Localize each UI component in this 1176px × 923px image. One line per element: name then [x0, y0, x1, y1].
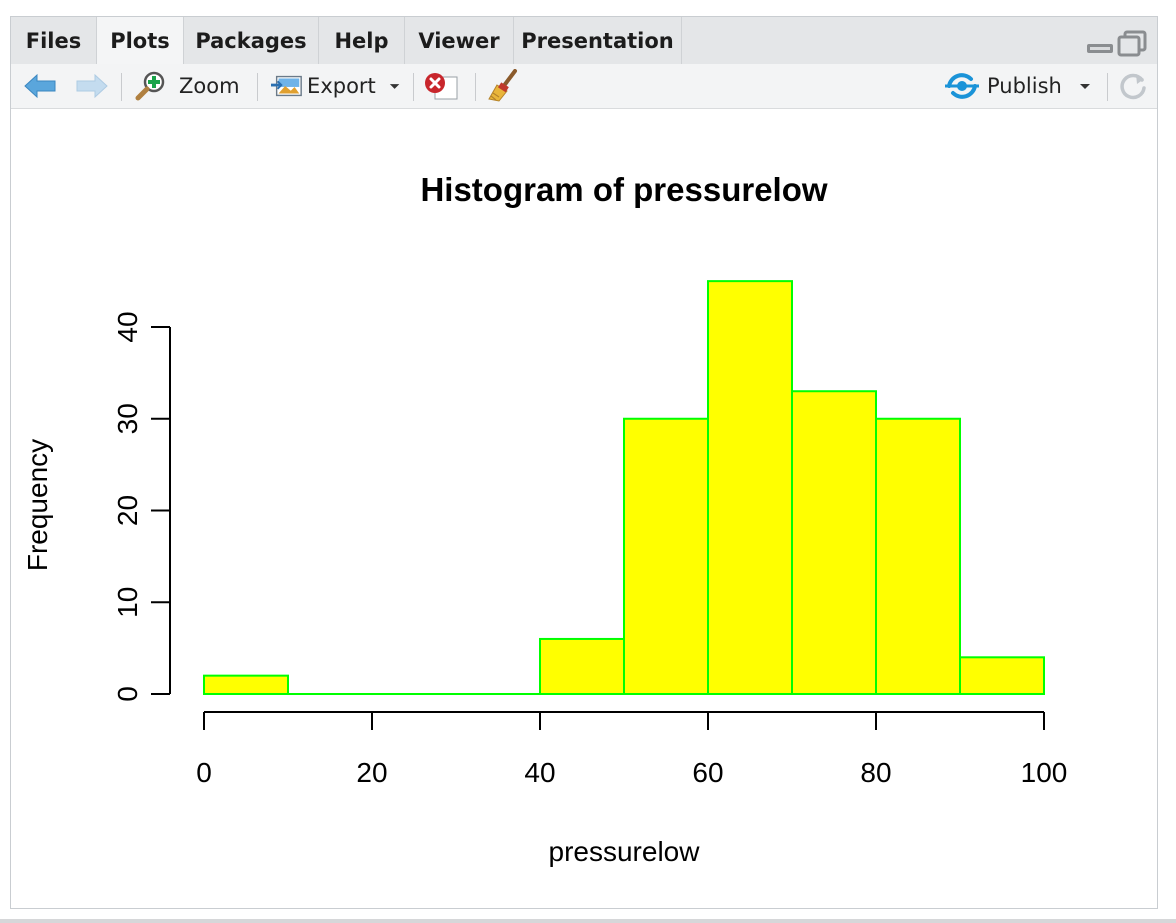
- forward-button[interactable]: [75, 64, 113, 108]
- chevron-down-icon: [1079, 84, 1090, 89]
- y-tick-label: 30: [112, 403, 143, 434]
- histogram-bar: [959, 656, 1045, 695]
- toolbar-separator: [413, 73, 414, 101]
- x-tick-label: 80: [860, 757, 891, 788]
- tab-packages[interactable]: Packages: [184, 17, 319, 64]
- publish-icon: [945, 73, 979, 99]
- toolbar-separator: [475, 73, 476, 101]
- publish-menu-button[interactable]: Publish: [945, 64, 1105, 108]
- x-tick-label: 60: [692, 757, 723, 788]
- y-tick-label: 20: [112, 495, 143, 526]
- y-tick-label: 0: [112, 686, 143, 702]
- toolbar-separator: [257, 73, 258, 101]
- zoom-icon: [135, 71, 165, 101]
- maximize-pane-icon[interactable]: [1117, 30, 1147, 57]
- histogram-bar: [623, 417, 709, 695]
- clear-all-plots-button[interactable]: [485, 64, 525, 108]
- clear-all-icon: [488, 69, 517, 102]
- bars: [203, 280, 1045, 696]
- forward-arrow-icon: [76, 73, 108, 99]
- x-tick-label: 100: [1021, 757, 1068, 788]
- x-tick-label: 0: [196, 757, 212, 788]
- chart-title: Histogram of pressurelow: [420, 171, 827, 208]
- window-controls: [1081, 29, 1151, 59]
- export-label: Export: [307, 74, 376, 98]
- remove-plot-icon: [425, 73, 458, 100]
- x-tick-label: 20: [356, 757, 387, 788]
- x-tick-label: 40: [524, 757, 555, 788]
- minimize-pane-icon[interactable]: [1087, 44, 1113, 53]
- tab-presentation[interactable]: Presentation: [514, 17, 682, 64]
- histogram-plot: Histogram of pressurelow pressurelow Fre…: [22, 171, 1068, 867]
- back-arrow-icon: [24, 73, 56, 99]
- y-axis: 0 10 20 30 40: [112, 311, 171, 702]
- histogram-bar: [791, 390, 877, 695]
- refresh-icon: [1120, 73, 1146, 100]
- y-axis-label: Frequency: [22, 439, 53, 571]
- plots-pane: Files Plots Packages Help Viewer Present…: [10, 16, 1158, 909]
- tab-files[interactable]: Files: [11, 17, 97, 64]
- y-tick-label: 10: [112, 587, 143, 618]
- refresh-button[interactable]: [1117, 64, 1151, 108]
- zoom-label: Zoom: [179, 74, 240, 98]
- export-menu-button[interactable]: Export: [271, 64, 401, 108]
- export-icon: [271, 75, 302, 97]
- tab-label: Presentation: [521, 28, 674, 53]
- chevron-down-icon: [389, 84, 400, 89]
- tab-label: Help: [334, 28, 389, 53]
- tab-viewer[interactable]: Viewer: [405, 17, 514, 64]
- tab-label: Files: [25, 28, 82, 53]
- back-button[interactable]: [23, 64, 61, 108]
- tab-bar: Files Plots Packages Help Viewer Present…: [11, 17, 1157, 65]
- y-tick-label: 40: [112, 311, 143, 342]
- histogram-bar: [875, 417, 961, 695]
- remove-plot-button[interactable]: [423, 64, 463, 108]
- histogram-bar: [707, 280, 793, 695]
- window-bottom-edge: [0, 919, 1176, 923]
- tab-label: Plots: [110, 29, 170, 53]
- publish-label: Publish: [987, 74, 1062, 98]
- tab-plots[interactable]: Plots: [97, 17, 184, 65]
- x-axis: 0 20 40 60 80 100: [196, 711, 1068, 788]
- toolbar-separator: [121, 73, 122, 101]
- histogram-bar: [539, 637, 625, 696]
- toolbar-separator: [1107, 73, 1108, 101]
- zoom-button[interactable]: Zoom: [135, 64, 245, 108]
- tab-label: Packages: [195, 28, 307, 53]
- tab-label: Viewer: [418, 28, 500, 53]
- tab-help[interactable]: Help: [319, 17, 405, 64]
- histogram-bar: [203, 674, 289, 696]
- plots-toolbar: Zoom Export: [11, 64, 1157, 109]
- x-axis-label: pressurelow: [549, 836, 701, 867]
